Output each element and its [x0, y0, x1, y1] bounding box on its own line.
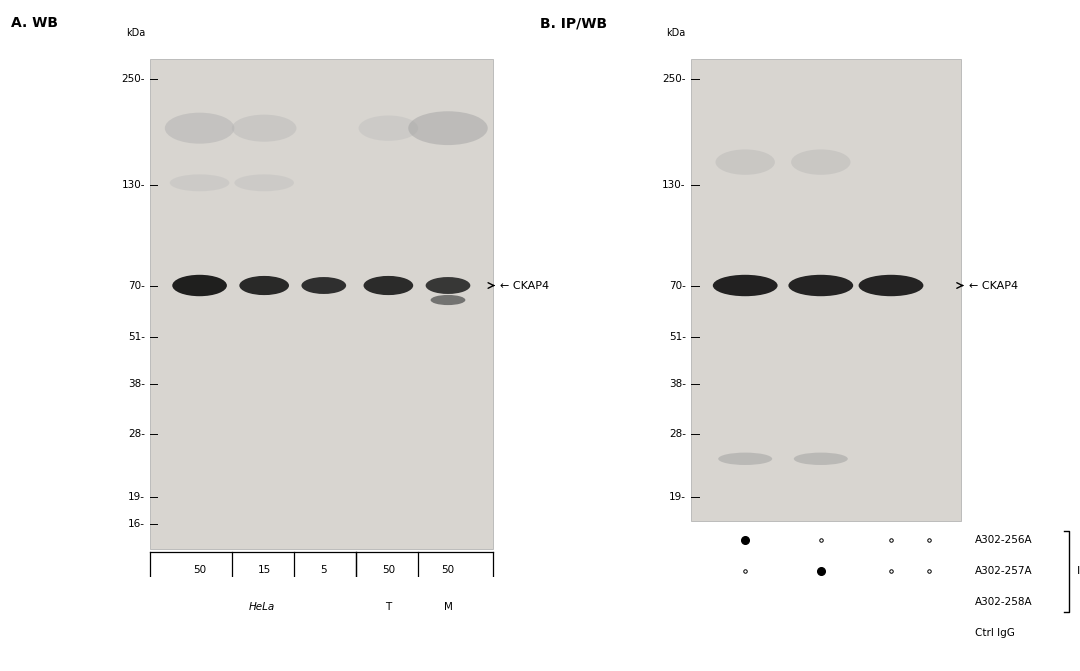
Ellipse shape: [170, 174, 229, 191]
Ellipse shape: [359, 115, 418, 141]
Ellipse shape: [364, 276, 414, 295]
Text: 28-: 28-: [669, 429, 686, 439]
Text: 5: 5: [321, 565, 327, 575]
Ellipse shape: [791, 150, 851, 175]
Text: 15: 15: [257, 565, 271, 575]
Text: 38-: 38-: [127, 379, 145, 389]
Text: 130-: 130-: [662, 180, 686, 191]
Ellipse shape: [788, 275, 853, 296]
Text: 16-: 16-: [127, 519, 145, 529]
Text: IP: IP: [1077, 566, 1080, 576]
Text: 250-: 250-: [121, 74, 145, 85]
Text: Ctrl IgG: Ctrl IgG: [975, 629, 1014, 638]
Text: 19-: 19-: [669, 492, 686, 502]
Text: B. IP/WB: B. IP/WB: [540, 16, 607, 30]
Ellipse shape: [426, 277, 471, 294]
Text: T: T: [386, 602, 391, 612]
Text: 51-: 51-: [127, 331, 145, 342]
Text: M: M: [444, 602, 453, 612]
Text: 19-: 19-: [127, 492, 145, 502]
Ellipse shape: [408, 111, 488, 145]
Ellipse shape: [859, 275, 923, 296]
Text: 50: 50: [442, 565, 455, 575]
Text: 70-: 70-: [669, 280, 686, 291]
Ellipse shape: [165, 113, 234, 144]
Text: A. WB: A. WB: [11, 16, 58, 30]
Text: 50: 50: [382, 565, 395, 575]
Text: A302-257A: A302-257A: [975, 566, 1032, 576]
Text: 70-: 70-: [129, 280, 145, 291]
Text: A302-258A: A302-258A: [975, 597, 1032, 607]
Ellipse shape: [794, 453, 848, 465]
Text: HeLa: HeLa: [248, 602, 274, 612]
Ellipse shape: [301, 277, 347, 294]
Ellipse shape: [240, 276, 289, 295]
Text: A302-256A: A302-256A: [975, 535, 1032, 546]
Text: 50: 50: [193, 565, 206, 575]
Text: ← CKAP4: ← CKAP4: [970, 280, 1018, 291]
Text: 38-: 38-: [669, 379, 686, 389]
Ellipse shape: [715, 150, 775, 175]
Text: 250-: 250-: [662, 74, 686, 85]
Ellipse shape: [713, 275, 778, 296]
Ellipse shape: [718, 453, 772, 465]
Text: 130-: 130-: [121, 180, 145, 191]
Ellipse shape: [234, 174, 294, 191]
Text: kDa: kDa: [666, 28, 686, 38]
Ellipse shape: [173, 275, 227, 296]
Text: ← CKAP4: ← CKAP4: [500, 280, 550, 291]
Bar: [691, 58, 961, 521]
Text: 51-: 51-: [669, 331, 686, 342]
Bar: [150, 58, 492, 549]
Text: 28-: 28-: [127, 429, 145, 439]
Text: kDa: kDa: [125, 28, 145, 38]
Ellipse shape: [431, 295, 465, 305]
Ellipse shape: [232, 115, 296, 142]
